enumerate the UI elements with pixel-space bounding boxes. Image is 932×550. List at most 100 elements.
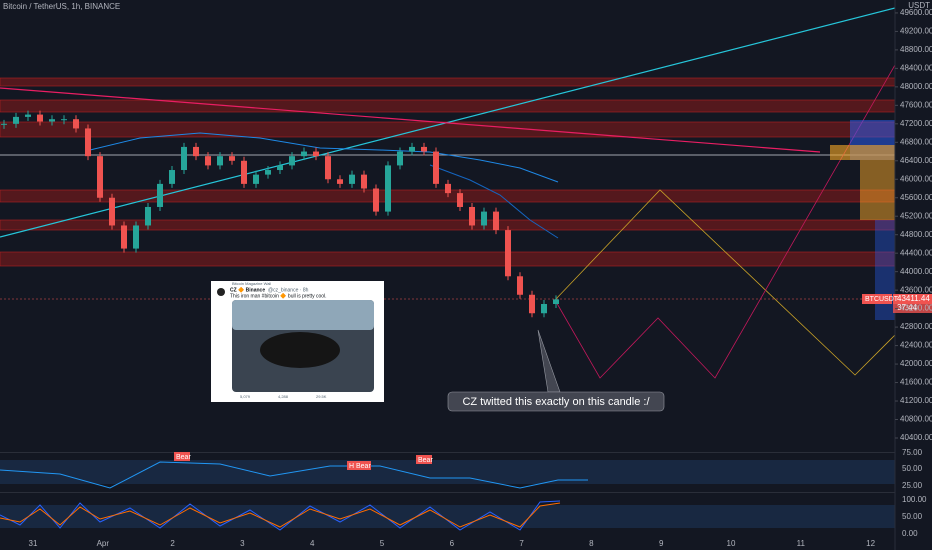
- x-tick-label: 12: [866, 539, 875, 548]
- countdown: 37:44: [897, 303, 918, 312]
- candle: [1, 123, 7, 125]
- sky: [232, 300, 374, 330]
- candle: [553, 299, 559, 305]
- tweet-name: CZ 🔶 Binance: [230, 286, 265, 293]
- rsi-axis: 50.00: [902, 464, 923, 473]
- profile: [860, 160, 895, 220]
- price-badge: [893, 294, 932, 304]
- candle: [13, 116, 19, 124]
- trend-line: [0, 87, 821, 153]
- stoch-d: [0, 502, 561, 528]
- candle: [493, 211, 499, 231]
- candle: [373, 188, 379, 212]
- tweet-account: Bitcoin Magazine Wall: [232, 281, 271, 286]
- zone: [0, 251, 896, 267]
- y-tick-label: 42400.00: [900, 341, 932, 350]
- candle: [169, 170, 175, 184]
- candle: [445, 183, 451, 194]
- y-tick-label: 44800.00: [900, 230, 932, 239]
- annotation: CZ twitted this exactly on this candle :…: [462, 396, 650, 408]
- stoch-band: [0, 505, 895, 528]
- replies: 5,079: [240, 394, 251, 399]
- x-tick-label: 2: [170, 539, 175, 548]
- y-tick-label: 40800.00: [900, 415, 932, 424]
- y-tick-label: 46400.00: [900, 156, 932, 165]
- zone: [0, 99, 896, 113]
- stoch-axis: 100.00: [902, 495, 927, 504]
- candle: [421, 146, 427, 152]
- candle: [97, 156, 103, 198]
- x-tick-label: 31: [29, 539, 38, 548]
- x-tick-label: 5: [380, 539, 385, 548]
- candle: [229, 156, 235, 161]
- y-tick-label: 49200.00: [900, 27, 932, 36]
- callout: [447, 391, 665, 412]
- candle: [217, 156, 223, 166]
- stoch-axis: 50.00: [902, 512, 923, 521]
- candle: [349, 174, 355, 184]
- candle: [265, 170, 271, 175]
- separator: [0, 452, 895, 453]
- candles: [1, 110, 559, 318]
- rsi-band: [0, 460, 895, 484]
- candle: [253, 174, 259, 184]
- candle: [181, 146, 187, 171]
- tweet-card: Bitcoin Magazine Wall CZ 🔶 Binance @cz_b…: [211, 281, 384, 402]
- candle: [277, 165, 283, 171]
- rsi-badge: [347, 461, 371, 470]
- candle: [73, 119, 79, 129]
- candle: [517, 276, 523, 295]
- y-tick-label: 44000.00: [900, 267, 932, 276]
- candle: [109, 197, 115, 226]
- candle: [481, 211, 487, 226]
- candle: [469, 206, 475, 226]
- candle: [121, 225, 127, 249]
- x-tick-label: 7: [519, 539, 524, 548]
- candle: [541, 304, 547, 314]
- y-tick-label: 48400.00: [900, 63, 932, 72]
- y-tick-label: 41200.00: [900, 396, 932, 405]
- rsi-axis: 75.00: [902, 448, 923, 457]
- candle: [397, 151, 403, 166]
- zone: [0, 77, 896, 87]
- symbol: BTCUSDT: [865, 296, 899, 303]
- time-axis: 31 Apr 2 3 4 5 6 7 8 9 10 11 12: [29, 539, 876, 548]
- candle: [145, 206, 151, 226]
- rsi-axis: 25.00: [902, 481, 923, 490]
- candle: [85, 128, 91, 157]
- moving-average: [89, 132, 559, 183]
- separator: [0, 492, 895, 493]
- y-tick-label: 44400.00: [900, 248, 932, 257]
- candle: [385, 165, 391, 212]
- candle: [409, 146, 415, 152]
- countdown-badge: [893, 304, 932, 313]
- y-tick-label: 45600.00: [900, 193, 932, 202]
- chart-header: Bitcoin / TetherUS, 1h, BINANCE: [3, 2, 120, 11]
- candle: [205, 156, 211, 166]
- tweet-text: This iron man #bitcoin 🔶 bull is pretty …: [230, 292, 327, 299]
- y-tick-label: 47200.00: [900, 119, 932, 128]
- y-tick-label: 46000.00: [900, 174, 932, 183]
- candle: [433, 151, 439, 184]
- avatar: [217, 288, 225, 296]
- projection: [554, 64, 896, 379]
- candle: [457, 193, 463, 207]
- x-tick-label: 3: [240, 539, 245, 548]
- candle: [37, 114, 43, 122]
- candle: [337, 179, 343, 184]
- price-axis: [895, 0, 932, 550]
- candle: [361, 174, 367, 189]
- rsi-badge: [416, 455, 432, 464]
- rsi-label: Bear: [176, 454, 191, 461]
- rsi-label: Bear: [418, 457, 433, 464]
- volume-profile: [830, 120, 895, 320]
- y-tick-label: 48000.00: [900, 82, 932, 91]
- candle: [241, 160, 247, 184]
- rsi-badge: [174, 452, 190, 461]
- last-price: 43411.44: [897, 294, 930, 303]
- y-tick-label: 40400.00: [900, 433, 932, 442]
- rsi-line: [0, 461, 588, 489]
- x-tick-label: 6: [450, 539, 455, 548]
